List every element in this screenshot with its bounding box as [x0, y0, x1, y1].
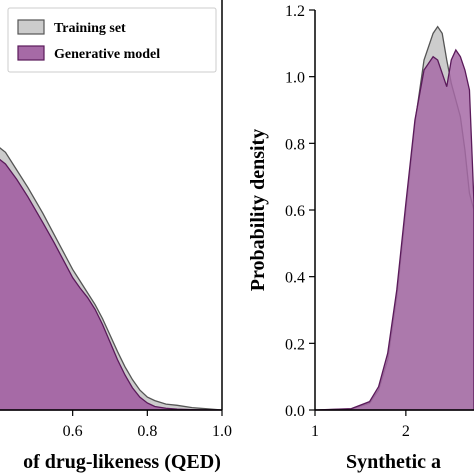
- qed-x-tick-label: 0.8: [137, 423, 157, 440]
- legend-swatch-training: [17, 19, 45, 35]
- sa-y-tick-label: 1.0: [285, 70, 305, 87]
- sa-y-tick-label: 0.2: [285, 336, 305, 353]
- sa-y-tick-label: 0.4: [285, 270, 305, 287]
- legend-label-training: Training set: [54, 21, 126, 36]
- sa-y-tick-label: 0.6: [285, 203, 305, 220]
- sa-y-ticks: 0.0 0.2 0.4 0.6 0.8 1.0 1.2: [285, 3, 315, 420]
- sa-y-tick-label: 0.8: [285, 136, 305, 153]
- sa-x-axis-label: Synthetic a: [346, 451, 441, 473]
- qed-x-axis-label: of drug-likeness (QED): [23, 451, 221, 473]
- sa-y-tick-label: 0.0: [285, 403, 305, 420]
- qed-x-tick-label: 1.0: [212, 423, 232, 440]
- sa-y-axis-label: Probability density: [247, 129, 269, 291]
- qed-x-ticks: 0.6 0.8 1.0: [63, 410, 232, 440]
- legend-box: [7, 7, 217, 73]
- qed-x-tick-label: 0.6: [63, 423, 83, 440]
- sa-y-tick-label: 1.2: [285, 3, 305, 20]
- legend-swatch-generative: [17, 45, 45, 61]
- qed-density-panel: 0.6 0.8 1.0 of drug-likeness (QED) Trainin…: [0, 0, 232, 473]
- sa-x-tick-label: 2: [402, 423, 410, 440]
- legend-label-generative: Generative model: [54, 47, 160, 62]
- sa-x-tick-label: 1: [311, 423, 319, 440]
- legend: Training set Generative model: [7, 7, 217, 73]
- sa-generative-model-area: [314, 48, 474, 411]
- qed-density-areas: [0, 147, 223, 411]
- qed-generative-model-area: [0, 158, 223, 411]
- sa-density-areas: [314, 25, 474, 411]
